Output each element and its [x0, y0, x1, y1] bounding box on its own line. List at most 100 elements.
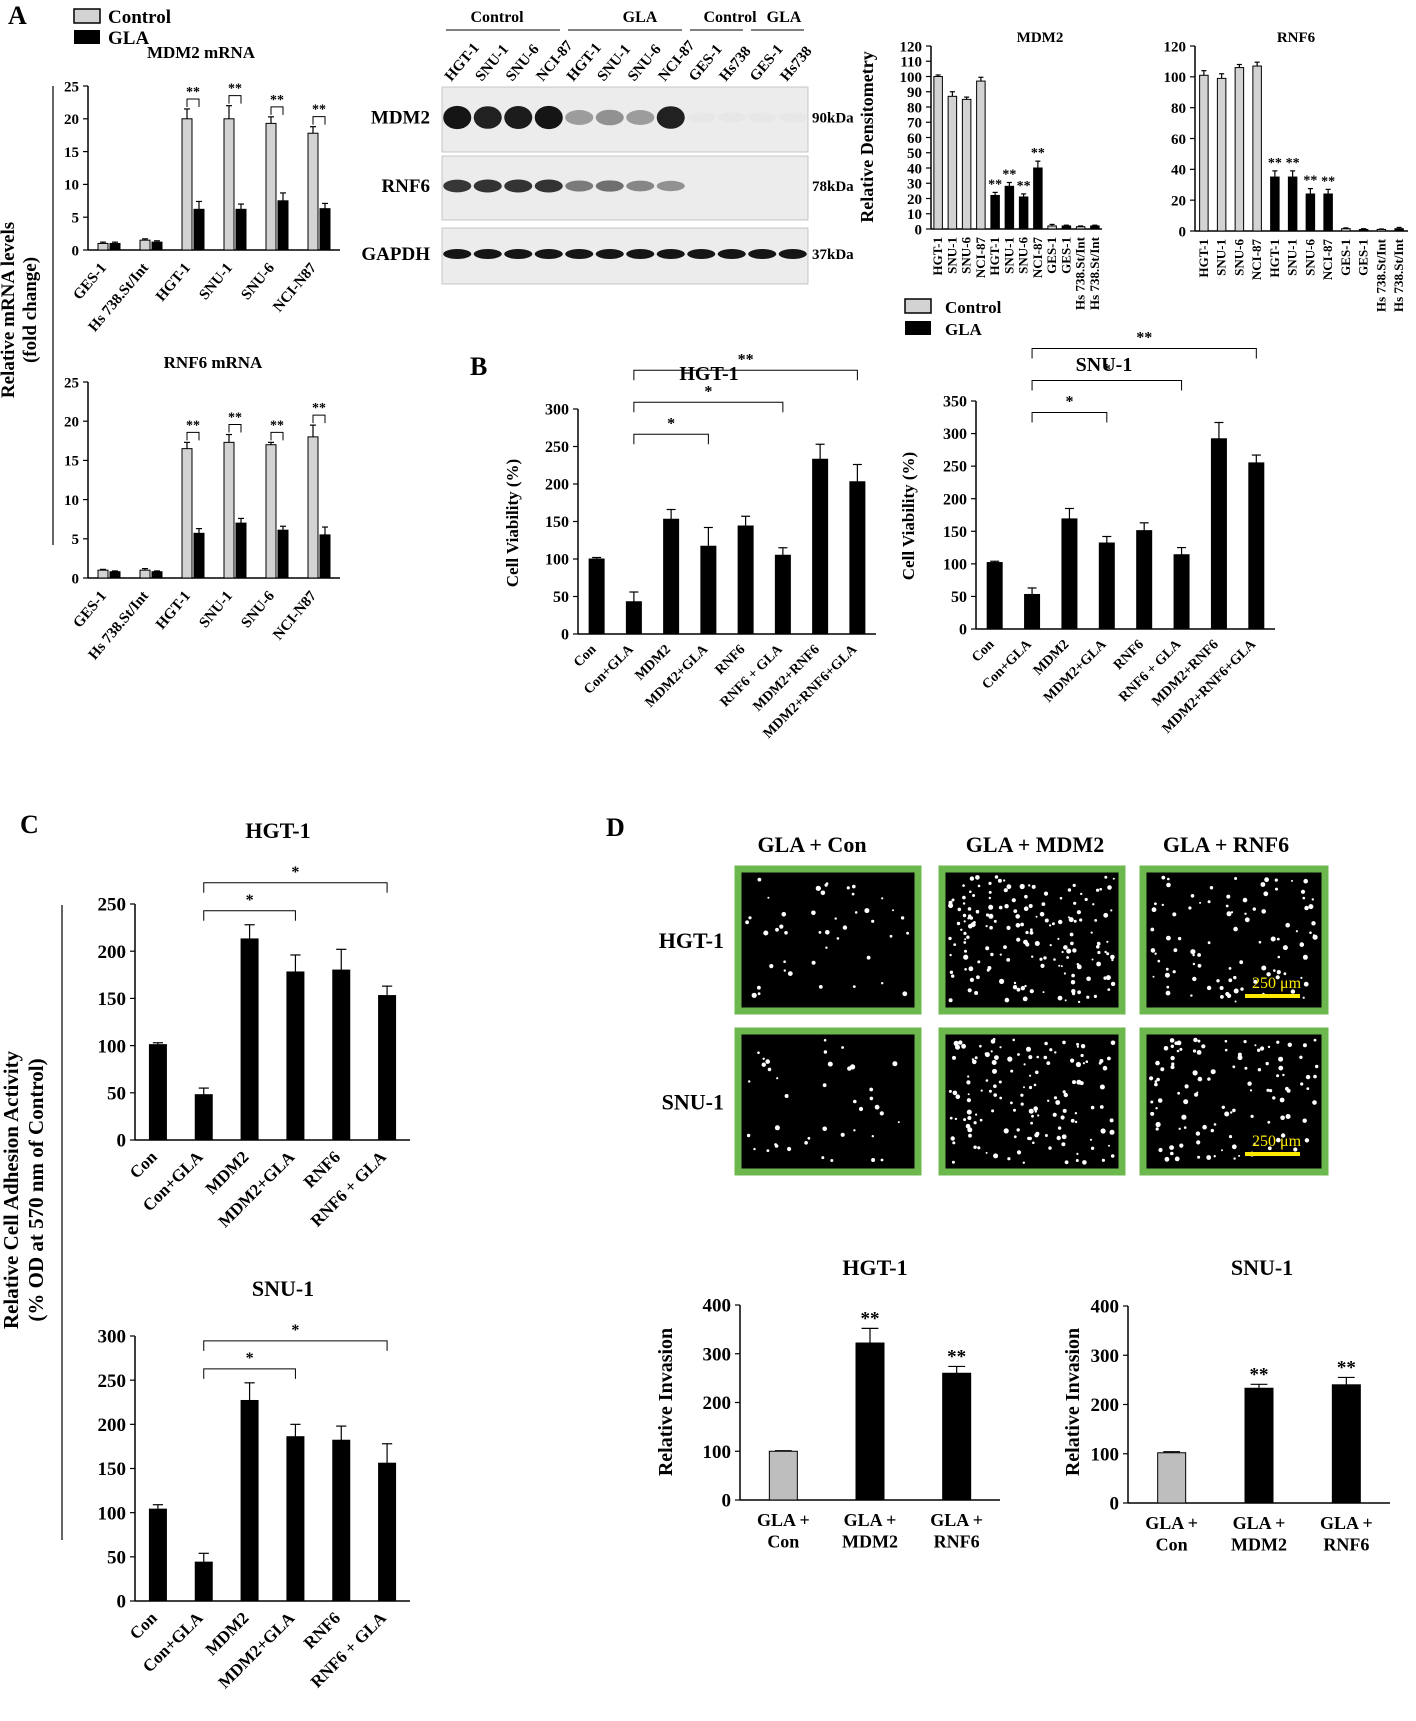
cell-dot: [1250, 1114, 1254, 1118]
western-blot: Control GLA Control GLAHGT-1SNU-1SNU-6NCI-8…: [361, 9, 854, 285]
bar-control: [223, 441, 235, 579]
cell-dot: [1267, 1045, 1271, 1049]
x-tick-label: Hs 738.St/Int: [1087, 236, 1102, 310]
blot-band: [565, 110, 594, 125]
y-tick-label: 5: [72, 210, 80, 226]
blot-row-label: RNF6: [381, 176, 430, 197]
y-axis-label: Relative Invasion: [655, 1328, 677, 1476]
x-tick-label: HGT-1: [1196, 239, 1211, 278]
cell-dot: [968, 966, 974, 972]
cell-dot: [974, 991, 979, 995]
cell-dot: [1237, 1055, 1243, 1061]
cell-dot: [841, 1046, 844, 1049]
bar-control: [139, 569, 151, 579]
cell-dot: [1016, 1128, 1020, 1132]
cell-dot: [1010, 1069, 1014, 1073]
cell-dot: [1006, 884, 1012, 890]
cell-dot: [1197, 963, 1202, 968]
mrna-ylabel-line2: (fold change): [20, 257, 41, 363]
y-tick-label: 100: [900, 70, 923, 86]
bar: [1244, 1387, 1274, 1504]
cell-dot: [1183, 1099, 1189, 1105]
x-tick-label: GES-1: [1338, 239, 1353, 276]
blot-band: [656, 180, 685, 192]
significance-bracket: [228, 424, 242, 433]
y-tick-label: 20: [1171, 193, 1186, 209]
cell-dot: [866, 955, 871, 960]
cell-dot: [948, 1089, 952, 1093]
bar: [1018, 196, 1029, 230]
cell-dot: [1219, 986, 1224, 990]
significance-bracket: [633, 433, 709, 445]
significance-label: *: [246, 892, 254, 909]
cell-dot: [1044, 1134, 1048, 1137]
bar: [1358, 228, 1369, 232]
cell-dot: [968, 1133, 972, 1138]
cell-dot: [951, 898, 955, 902]
bar: [1047, 225, 1057, 230]
significance-bracket: [270, 106, 284, 115]
cell-dot: [1260, 1046, 1265, 1051]
cell-dot: [1075, 1061, 1081, 1068]
bar: [625, 601, 642, 635]
y-tick-label: 350: [943, 394, 967, 411]
cell-dot: [1026, 1046, 1031, 1052]
cell-dot: [1280, 1133, 1286, 1138]
blot-band: [595, 180, 624, 192]
cell-dot: [1016, 937, 1021, 942]
cell-dot: [952, 1090, 958, 1096]
cell-dot: [1015, 914, 1020, 919]
cell-dot: [1079, 918, 1083, 922]
cell-dot: [1300, 889, 1306, 894]
cell-dot: [779, 924, 784, 929]
cell-dot: [1192, 962, 1196, 966]
significance-label: *: [291, 864, 299, 881]
y-tick-label: 200: [98, 942, 127, 963]
cell-dot: [1311, 921, 1316, 926]
cell-dot: [1302, 954, 1308, 960]
y-tick-label: 0: [959, 622, 967, 639]
cell-dot: [988, 896, 991, 900]
bar: [1157, 1452, 1187, 1504]
chart-title: RNF6 mRNA: [164, 353, 263, 372]
chart-title: SNU-1: [1076, 354, 1133, 376]
cell-dot: [1013, 1108, 1016, 1112]
cell-dot: [1225, 904, 1229, 908]
cell-dot: [954, 1117, 958, 1121]
cell-dot: [1309, 931, 1312, 934]
chart-invasion-hgt1: 0 100 200 300 400 HGT-1 Relative Invasion GLA +…: [655, 1255, 1000, 1552]
cell-dot: [1311, 898, 1315, 901]
bar: [990, 194, 1000, 230]
cell-dot: [969, 876, 975, 881]
cell-dot: [1058, 964, 1061, 967]
cell-dot: [969, 890, 972, 894]
micrograph-column-label: GLA + Con: [757, 832, 866, 857]
cell-dot: [963, 920, 966, 923]
cell-dot: [977, 884, 981, 888]
cell-dot: [1092, 903, 1095, 906]
blot-band: [534, 105, 563, 130]
bar: [1376, 228, 1387, 232]
significance-label: **: [947, 1346, 966, 1367]
blot-band: [565, 249, 594, 259]
cell-dot: [1231, 1144, 1237, 1150]
cell-dot: [767, 896, 770, 899]
x-tick-label: RNF6: [300, 1147, 344, 1191]
cell-dot: [783, 960, 786, 963]
cell-dot: [1029, 930, 1034, 935]
chart-viability-hgt1: 0 50 100 150 200 250 300 HGT-1 Cell Viability (%…: [503, 351, 876, 742]
cell-dot: [1052, 1112, 1057, 1117]
x-tick-label: NCI-N87: [270, 260, 320, 315]
cell-dot: [1228, 967, 1232, 970]
cell-dot: [1285, 1086, 1289, 1091]
cell-dot: [1020, 922, 1024, 927]
bar-control: [97, 569, 109, 579]
blot-band: [656, 249, 685, 259]
bar: [1323, 193, 1333, 232]
blot-band: [778, 112, 807, 123]
cell-dot: [1282, 1073, 1285, 1077]
cell-dot: [1062, 1040, 1066, 1045]
y-tick-label: 80: [1171, 101, 1186, 117]
cell-dot: [1080, 1053, 1084, 1058]
cell-dot: [1044, 1041, 1048, 1046]
